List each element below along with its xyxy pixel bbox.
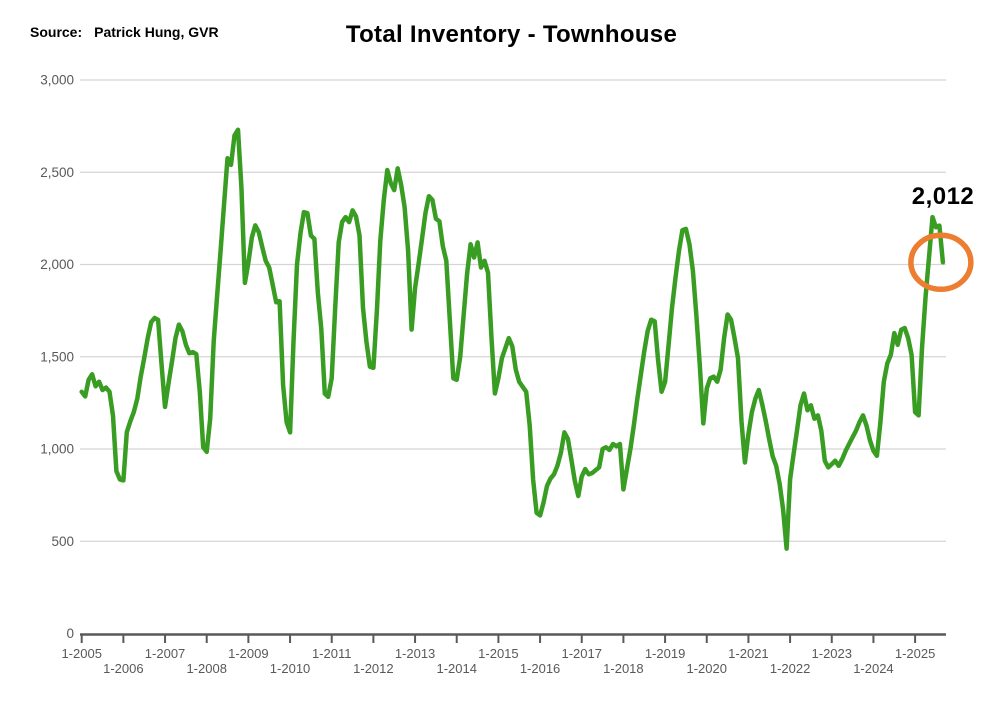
x-axis-label: 1-2025 (895, 646, 935, 661)
x-axis-label: 1-2015 (478, 646, 518, 661)
x-axis-label: 1-2013 (395, 646, 435, 661)
y-axis-label: 1,500 (40, 349, 74, 364)
x-axis-label: 1-2014 (436, 661, 476, 676)
x-axis-label: 1-2017 (561, 646, 601, 661)
y-axis-label: 500 (51, 534, 74, 549)
x-axis-label: 1-2020 (687, 661, 727, 676)
page-title: Total Inventory - Townhouse (345, 21, 678, 48)
x-axis-label: 1-2006 (103, 661, 143, 676)
annotation-value: 2,012 (911, 183, 975, 210)
x-axis-label: 1-2007 (145, 646, 185, 661)
highlight-circle (908, 232, 974, 293)
source-value: Patrick Hung, GVR (94, 24, 219, 40)
y-axis-label: 0 (66, 626, 74, 641)
x-axis-label: 1-2008 (186, 661, 226, 676)
x-axis-label: 1-2010 (270, 661, 310, 676)
x-axis-label: 1-2011 (312, 646, 352, 661)
source-note: Source: Patrick Hung, GVR (30, 24, 219, 40)
x-axis-label: 1-2009 (228, 646, 268, 661)
x-axis-label: 1-2018 (603, 661, 643, 676)
x-axis-label: 1-2005 (61, 646, 101, 661)
x-axis-label: 1-2012 (353, 661, 393, 676)
x-axis-label: 1-2019 (645, 646, 685, 661)
inventory-line (79, 127, 946, 551)
y-axis-label: 2,500 (40, 165, 74, 180)
x-axis-label: 1-2016 (520, 661, 560, 676)
y-axis-label: 3,000 (40, 73, 74, 88)
y-axis-label: 2,000 (40, 257, 74, 272)
source-label: Source: (30, 24, 83, 40)
x-axis-label: 1-2021 (728, 646, 768, 661)
x-axis-label: 1-2024 (853, 661, 893, 676)
x-axis-label: 1-2023 (812, 646, 852, 661)
y-axis-label: 1,000 (40, 442, 74, 457)
x-axis-label: 1-2022 (770, 661, 810, 676)
